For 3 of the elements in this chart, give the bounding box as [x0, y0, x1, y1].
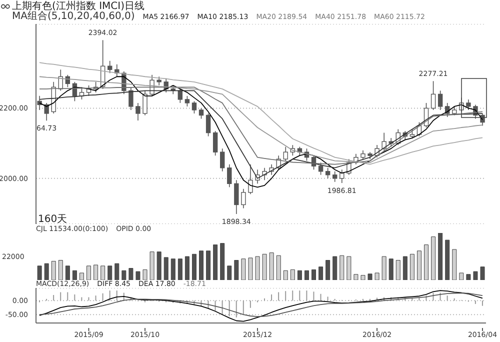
x-axis-title: 160天: [38, 213, 68, 226]
chart-title: 上期有色(江州指数 IMCI)日线: [12, 0, 144, 12]
chart-subtitle: MA组合(5,10,20,40,60,0): [12, 11, 135, 22]
